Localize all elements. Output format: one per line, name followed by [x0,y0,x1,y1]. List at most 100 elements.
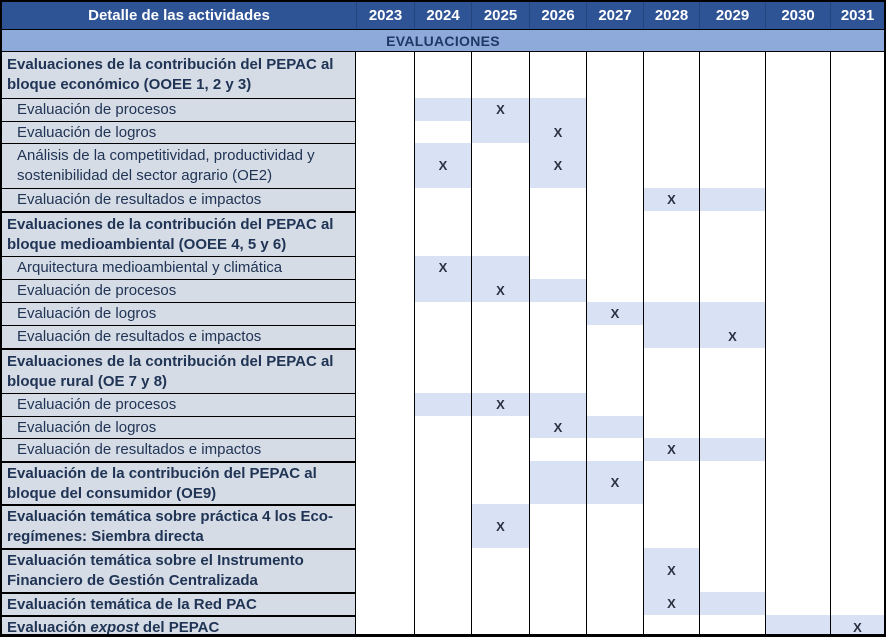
year-cell-2026 [529,52,586,98]
year-cell-2024 [414,52,471,98]
year-cell-2023 [356,416,414,438]
year-cell-2031 [830,279,884,302]
year-cell-2027 [586,548,643,592]
x-mark: X [667,442,676,457]
year-cell-2029 [699,52,765,98]
year-cell-2030 [765,98,830,121]
year-cell-2031 [830,438,884,461]
activity-row: Arquitectura medioambiental y climática X [2,256,884,279]
year-cell-2026 [529,592,586,615]
year-header-2028: 2028 [643,2,699,29]
activity-label: Evaluación temática sobre el Instrumento… [2,548,356,592]
activity-row: Evaluación de logros X [2,302,884,325]
x-mark: X [853,619,862,635]
year-cell-2026 [529,348,586,393]
year-cell-2027 [586,393,643,416]
year-cell-2031 [830,504,884,548]
year-cell-2026 [529,302,586,325]
year-cell-2026 [529,504,586,548]
year-header-2024: 2024 [414,2,471,29]
year-cell-2031 [830,592,884,615]
year-cell-2029 [699,302,765,325]
year-cell-2030 [765,504,830,548]
year-cell-2025 [471,256,529,279]
evaluaciones-band: EVALUACIONES [2,30,884,52]
year-cell-2023 [356,348,414,393]
year-cell-2029 [699,348,765,393]
year-cell-2027 [586,211,643,256]
year-cell-2029 [699,548,765,592]
year-cell-2029 [699,416,765,438]
x-mark: X [610,475,620,490]
activity-label: Evaluación de la contribución del PEPAC … [2,461,356,504]
year-cell-2026 [529,615,586,634]
activity-label: Evaluación de logros [2,302,356,325]
activity-label: Análisis de la competitividad, productiv… [2,143,356,188]
year-cell-2024 [414,211,471,256]
year-cell-2029 [699,121,765,143]
year-cell-2025 [471,615,529,634]
year-cell-2024 [414,592,471,615]
year-cell-2028 [643,393,699,416]
year-cell-2029 [699,143,765,188]
year-cell-2023 [356,143,414,188]
activity-label: Evaluación de procesos [2,393,356,416]
activity-row: Evaluación temática sobre práctica 4 los… [2,504,884,548]
year-cell-2023 [356,211,414,256]
year-cell-2030 [765,211,830,256]
activity-row: Evaluación de procesos X [2,279,884,302]
year-cell-2024 [414,121,471,143]
activity-label: Evaluación temática de la Red PAC [2,592,356,615]
year-cell-2028 [643,121,699,143]
year-cell-2025: X [471,504,529,548]
activity-row: Evaluación de resultados e impactos X [2,438,884,461]
year-cell-2023 [356,548,414,592]
year-cell-2031 [830,416,884,438]
year-cell-2026: X [529,143,586,188]
year-cell-2030 [765,256,830,279]
year-cell-2026 [529,461,586,504]
year-cell-2023 [356,615,414,634]
year-cell-2030 [765,52,830,98]
year-cell-2031 [830,143,884,188]
year-cell-2024 [414,98,471,121]
activity-label: Evaluaciones de la contribución del PEPA… [2,348,356,393]
year-cell-2024 [414,279,471,302]
x-mark: X [496,102,505,117]
year-header-2027: 2027 [586,2,643,29]
year-cell-2027 [586,143,643,188]
x-mark: X [553,419,563,435]
year-header-2025: 2025 [471,2,529,29]
activity-row: Evaluación de resultados e impactos X [2,325,884,348]
year-cell-2028 [643,348,699,393]
year-cell-2027 [586,188,643,211]
year-cell-2026: X [529,121,586,143]
year-cell-2028 [643,98,699,121]
year-cell-2025: X [471,393,529,416]
year-cell-2024 [414,188,471,211]
year-cell-2027 [586,52,643,98]
year-cell-2026 [529,438,586,461]
year-cell-2027 [586,325,643,348]
year-cell-2026 [529,188,586,211]
year-cell-2031: X [830,615,884,635]
activity-label: Evaluación temática sobre práctica 4 los… [2,504,356,548]
year-cell-2024 [414,615,471,634]
year-cell-2027: X [586,302,643,325]
year-cell-2031 [830,393,884,416]
year-cell-2031 [830,121,884,143]
year-cell-2024: X [414,256,471,279]
year-cell-2030 [765,143,830,188]
activity-label: Evaluación de procesos [2,98,356,121]
year-cell-2027 [586,279,643,302]
year-cell-2029 [699,504,765,548]
year-cell-2028 [643,256,699,279]
year-cell-2026: X [529,416,586,438]
activities-header-cell: Detalle de las actividades [88,7,270,24]
year-cell-2023 [356,121,414,143]
year-cell-2024 [414,302,471,325]
year-cell-2031 [830,98,884,121]
year-cell-2025 [471,121,529,143]
activity-label: Evaluación de resultados e impactos [2,188,356,211]
year-cell-2025 [471,548,529,592]
